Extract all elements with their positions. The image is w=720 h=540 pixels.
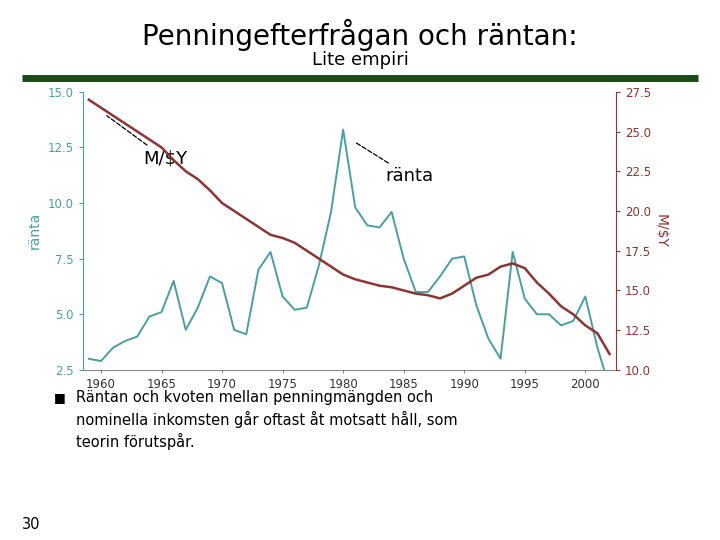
Y-axis label: M/$Y: M/$Y [654, 214, 667, 248]
Text: ränta: ränta [355, 142, 433, 185]
Y-axis label: ränta: ränta [28, 212, 42, 249]
Text: ■: ■ [54, 392, 66, 404]
Text: 30: 30 [22, 517, 40, 532]
Text: Räntan och kvoten mellan penningmängden och
nominella inkomsten går oftast åt mo: Räntan och kvoten mellan penningmängden … [76, 390, 457, 450]
Text: Penningefterfrågan och räntan:: Penningefterfrågan och räntan: [142, 19, 578, 51]
Text: M/$Y: M/$Y [107, 116, 187, 167]
Text: Lite empiri: Lite empiri [312, 51, 408, 69]
